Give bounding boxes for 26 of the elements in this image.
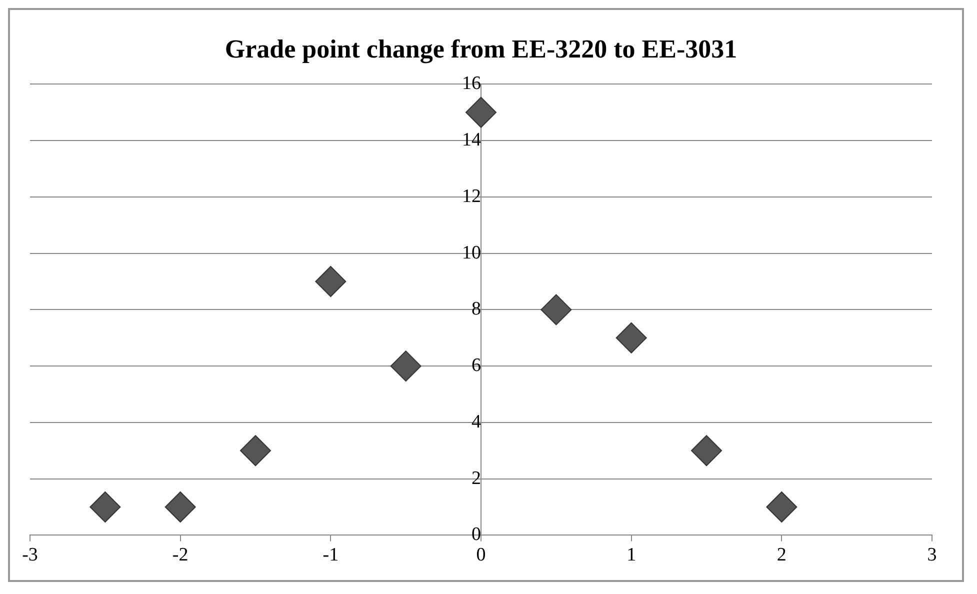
point [390,350,422,382]
point [616,322,647,354]
x-tick-label: -1 [322,544,339,566]
x-tick-label: -2 [172,544,188,566]
y-tick-label: 14 [462,130,482,151]
point [164,492,196,523]
chart-title: Grade point change from EE-3220 to EE-3031 [224,34,738,64]
y-tick-label: 8 [472,298,481,320]
y-tick-label: 16 [462,73,481,94]
y-tick-label: 0 [472,524,481,546]
point [766,492,798,523]
point [240,435,271,466]
point [466,96,496,128]
y-tick-label: 6 [472,355,481,376]
y-tick-label: 12 [462,186,481,207]
x-tick-label: 2 [776,544,786,566]
point [691,435,722,466]
x-tick-label: 1 [626,544,636,566]
y-tick-label: 10 [462,242,481,264]
y-tick-label: 2 [472,468,481,489]
x-tick-label: -3 [22,544,38,566]
y-tick-label: 4 [472,411,482,432]
point [90,492,121,523]
point [315,266,346,298]
point [540,294,572,326]
x-tick-label: 3 [927,544,937,566]
